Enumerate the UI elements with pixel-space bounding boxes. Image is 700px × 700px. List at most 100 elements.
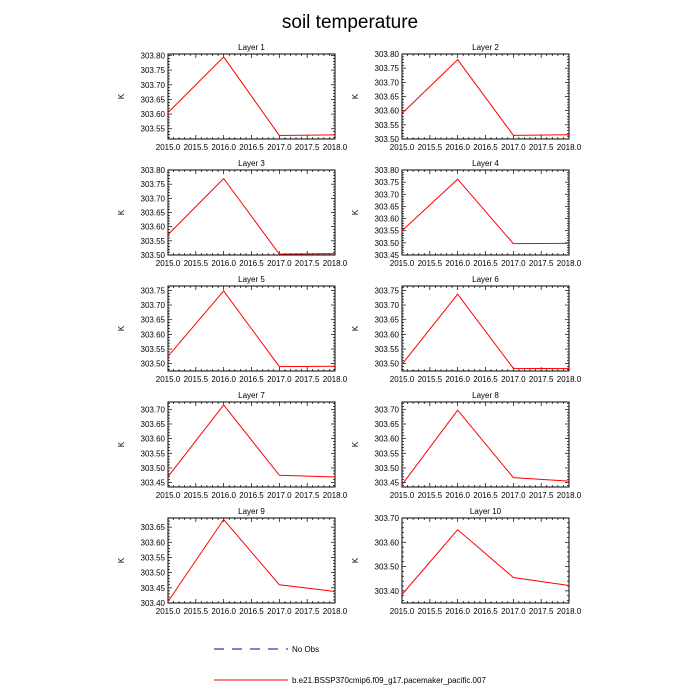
y-tick-label: 303.50 (141, 464, 166, 473)
y-tick-label: 303.70 (375, 514, 400, 523)
y-axis-label: K (351, 325, 360, 331)
y-tick-label: 303.50 (375, 563, 400, 572)
x-tick-label: 2017.5 (295, 607, 320, 616)
x-tick-label: 2017.5 (529, 607, 554, 616)
series-line (401, 409, 570, 485)
y-tick-label: 303.65 (141, 316, 166, 325)
x-tick-label: 2017.0 (267, 607, 292, 616)
y-tick-label: 303.60 (141, 330, 166, 339)
y-tick-label: 303.55 (141, 125, 166, 134)
x-tick-label: 2017.5 (295, 491, 320, 500)
x-tick-label: 2017.5 (295, 143, 320, 152)
x-tick-label: 2016.0 (211, 375, 236, 384)
y-tick-label: 303.65 (141, 420, 166, 429)
series-line (401, 178, 570, 245)
y-tick-label: 303.70 (375, 78, 400, 87)
series-line (167, 290, 336, 368)
x-tick-label: 2018.0 (323, 607, 348, 616)
y-tick-label: 303.65 (141, 209, 166, 218)
x-tick-label: 2016.0 (445, 491, 470, 500)
panel-title: Layer 3 (238, 159, 265, 168)
y-tick-label: 303.45 (141, 479, 166, 488)
panel-title: Layer 2 (472, 43, 499, 52)
y-tick-label: 303.70 (141, 405, 166, 414)
legend-no-obs-label: No Obs (292, 645, 319, 654)
plot-frame (401, 517, 570, 604)
x-tick-label: 2017.0 (267, 143, 292, 152)
x-tick-label: 2016.5 (473, 607, 498, 616)
x-tick-label: 2018.0 (557, 375, 582, 384)
y-tick-label: 303.65 (375, 202, 400, 211)
panel-title: Layer 10 (470, 507, 502, 516)
y-tick-label: 303.50 (375, 464, 400, 473)
y-axis-label: K (117, 209, 126, 215)
y-tick-label: 303.75 (375, 64, 400, 73)
x-tick-label: 2017.0 (267, 491, 292, 500)
panel-title: Layer 4 (472, 159, 499, 168)
x-tick-label: 2017.5 (295, 259, 320, 268)
x-tick-label: 2015.0 (390, 491, 415, 500)
x-tick-label: 2015.5 (418, 491, 443, 500)
x-tick-label: 2017.0 (501, 375, 526, 384)
y-tick-label: 303.70 (141, 81, 166, 90)
y-tick-label: 303.50 (375, 360, 400, 369)
x-tick-label: 2016.5 (473, 259, 498, 268)
x-tick-label: 2015.5 (184, 491, 209, 500)
y-axis-label: K (117, 325, 126, 331)
x-tick-label: 2016.0 (445, 607, 470, 616)
series-line (167, 177, 336, 255)
plot-frame (167, 517, 336, 604)
panel-title: Layer 6 (472, 275, 499, 284)
panel-title: Layer 9 (238, 507, 265, 516)
series-line (167, 56, 336, 136)
series-line (401, 293, 570, 370)
y-tick-label: 303.75 (141, 66, 166, 75)
y-tick-label: 303.70 (141, 194, 166, 203)
x-tick-label: 2018.0 (323, 143, 348, 152)
legend-model-label: b.e21.BSSP370cmip6.f09_g17.pacemaker_pac… (292, 676, 486, 685)
y-tick-label: 303.45 (375, 251, 400, 260)
series-line (167, 404, 336, 478)
y-tick-label: 303.55 (141, 553, 166, 562)
y-tick-label: 303.60 (375, 330, 400, 339)
y-axis-label: K (351, 441, 360, 447)
y-tick-label: 303.70 (375, 301, 400, 310)
y-tick-label: 303.45 (375, 479, 400, 488)
y-tick-label: 303.60 (141, 435, 166, 444)
x-tick-label: 2016.5 (239, 143, 264, 152)
y-tick-label: 303.40 (375, 587, 400, 596)
y-axis-label: K (117, 441, 126, 447)
x-tick-label: 2018.0 (557, 491, 582, 500)
y-tick-label: 303.75 (141, 286, 166, 295)
y-tick-label: 303.60 (141, 110, 166, 119)
y-axis-label: K (351, 209, 360, 215)
x-tick-label: 2018.0 (557, 143, 582, 152)
y-tick-label: 303.65 (375, 316, 400, 325)
x-tick-label: 2017.0 (267, 375, 292, 384)
x-tick-label: 2016.0 (211, 143, 236, 152)
x-tick-label: 2016.0 (445, 143, 470, 152)
x-tick-label: 2016.5 (473, 143, 498, 152)
y-tick-label: 303.60 (375, 435, 400, 444)
x-tick-label: 2015.0 (390, 375, 415, 384)
y-tick-label: 303.80 (375, 50, 400, 59)
x-tick-label: 2017.5 (529, 259, 554, 268)
y-tick-label: 303.45 (141, 584, 166, 593)
y-tick-label: 303.55 (141, 449, 166, 458)
x-tick-label: 2016.5 (473, 375, 498, 384)
x-tick-label: 2016.0 (211, 259, 236, 268)
y-tick-label: 303.80 (141, 51, 166, 60)
y-tick-label: 303.55 (375, 449, 400, 458)
x-tick-label: 2018.0 (323, 259, 348, 268)
x-tick-label: 2016.0 (211, 491, 236, 500)
x-tick-label: 2018.0 (323, 491, 348, 500)
y-tick-label: 303.75 (375, 286, 400, 295)
